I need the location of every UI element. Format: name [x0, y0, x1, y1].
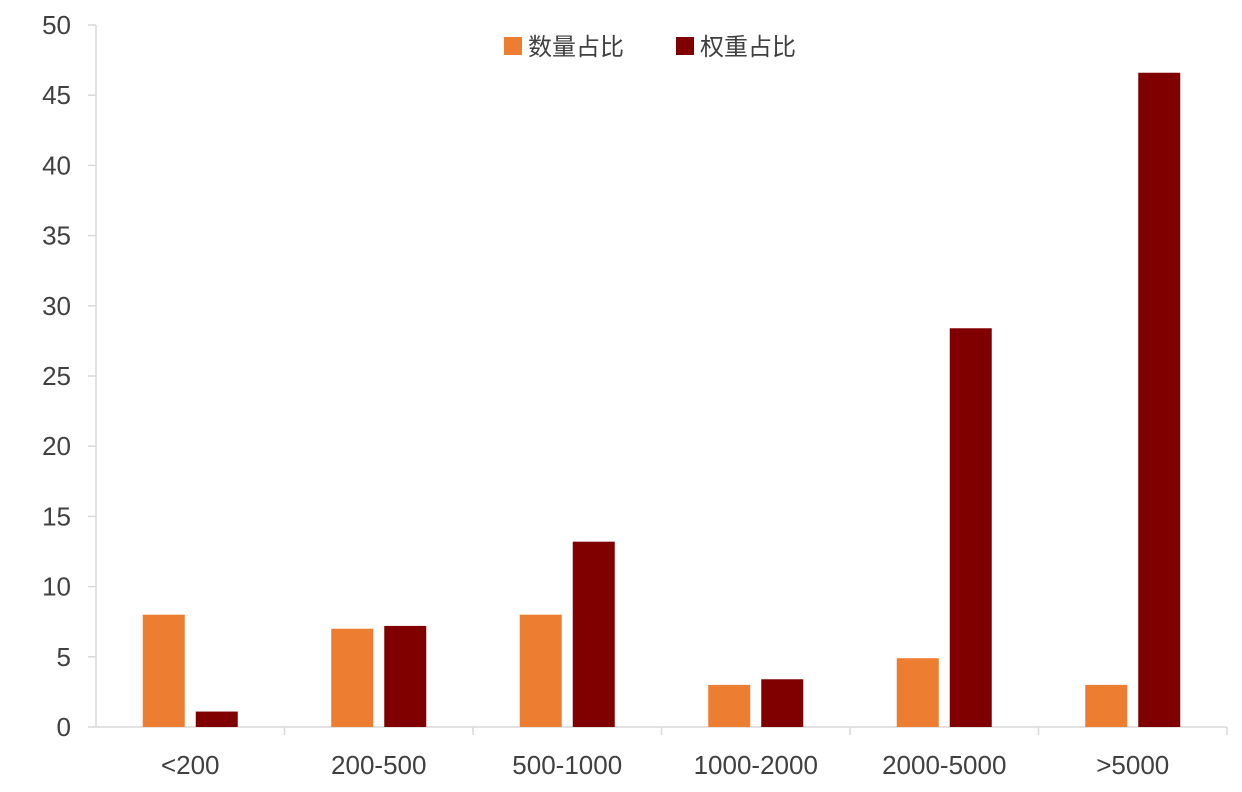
bar-series-group — [142, 72, 1181, 727]
y-tick-label: 50 — [42, 10, 71, 40]
y-tick-label: 25 — [42, 361, 71, 391]
y-axis: 0 5 10 15 20 25 30 35 40 45 50 — [42, 10, 97, 742]
y-tick-label: 10 — [42, 572, 71, 602]
y-tick-label: 45 — [42, 80, 71, 110]
bar-weight-share — [1138, 72, 1181, 727]
y-tick-label: 5 — [57, 642, 71, 672]
legend-label: 权重占比 — [700, 33, 796, 61]
legend-label: 数量占比 — [528, 33, 624, 61]
bar-count-share — [708, 684, 751, 727]
bar-weight-share — [949, 328, 992, 727]
bar-count-share — [142, 614, 185, 727]
legend-swatch — [676, 37, 694, 55]
legend-swatch — [504, 37, 522, 55]
y-tick-label: 30 — [42, 291, 71, 321]
bar-weight-share — [572, 541, 615, 727]
bar-weight-share — [384, 625, 427, 727]
y-tick-label: 20 — [42, 431, 71, 461]
bar-weight-share — [761, 679, 804, 727]
x-tick-label: <200 — [161, 750, 220, 780]
bar-count-share — [1085, 684, 1128, 727]
bar-count-share — [519, 614, 562, 727]
bar-count-share — [896, 658, 939, 727]
x-tick-label: 500-1000 — [512, 750, 622, 780]
x-tick-label: 1000-2000 — [694, 750, 818, 780]
bar-weight-share — [195, 711, 238, 727]
x-tick-label: 2000-5000 — [882, 750, 1006, 780]
bar-count-share — [331, 628, 374, 727]
y-tick-label: 0 — [57, 712, 71, 742]
legend: 数量占比 权重占比 — [504, 33, 796, 61]
y-tick-label: 35 — [42, 221, 71, 251]
y-tick-label: 15 — [42, 501, 71, 531]
y-tick-label: 40 — [42, 150, 71, 180]
x-axis: <200 200-500 500-1000 1000-2000 2000-5000 >50… — [96, 726, 1228, 780]
x-tick-label: 200-500 — [331, 750, 426, 780]
x-tick-label: >5000 — [1096, 750, 1169, 780]
